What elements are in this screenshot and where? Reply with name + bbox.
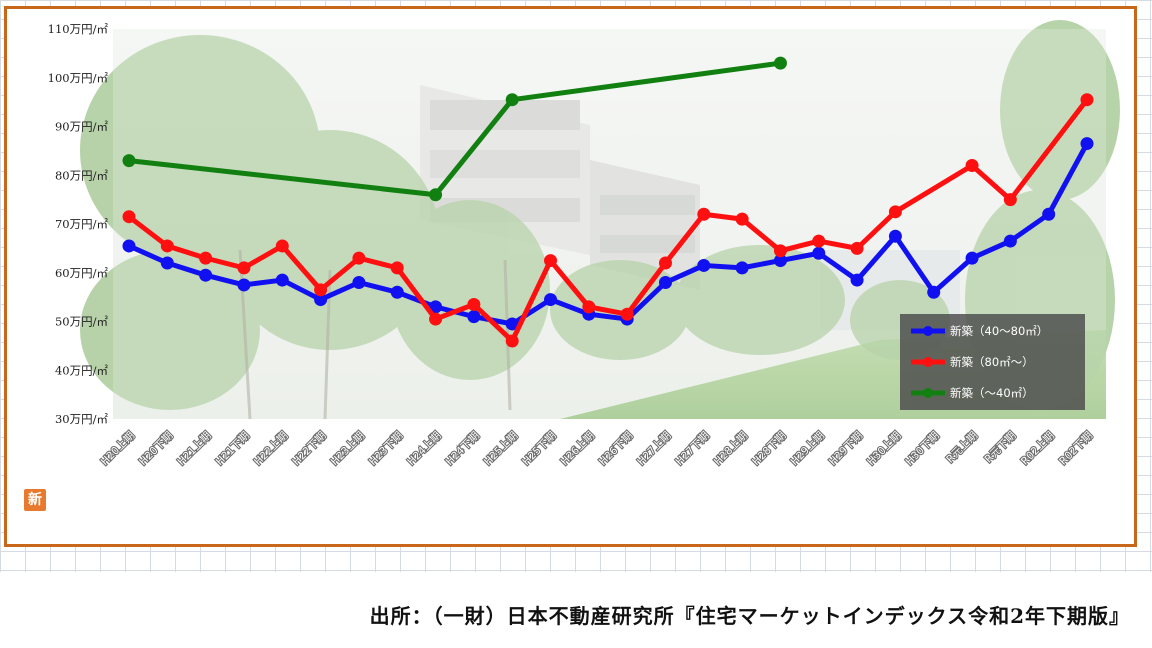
data-point bbox=[1003, 193, 1017, 207]
data-point bbox=[352, 276, 366, 289]
legend-label: 新築（～40㎡） bbox=[950, 386, 1034, 400]
data-point bbox=[160, 239, 174, 253]
data-point bbox=[314, 283, 328, 297]
x-axis: H20上期 H20下期 H21上期 H21下期 H22上期 H22下期 H23上期 H23下期… bbox=[96, 424, 1108, 500]
y-tick-label: 40万円/㎡ bbox=[55, 363, 109, 377]
data-point bbox=[237, 278, 251, 292]
y-tick-label: 80万円/㎡ bbox=[55, 168, 109, 182]
data-point bbox=[773, 254, 787, 268]
data-point bbox=[390, 285, 404, 299]
data-point bbox=[965, 159, 979, 172]
data-point bbox=[505, 334, 519, 348]
data-point bbox=[352, 251, 366, 265]
data-point bbox=[697, 207, 711, 221]
data-point bbox=[199, 268, 213, 282]
data-point bbox=[314, 293, 328, 307]
data-point bbox=[429, 300, 443, 314]
legend-marker bbox=[923, 357, 933, 367]
brand-logo-icon: 新 bbox=[24, 489, 46, 511]
data-point bbox=[620, 307, 634, 321]
data-point bbox=[505, 93, 519, 107]
data-point bbox=[429, 188, 443, 202]
data-point bbox=[658, 276, 672, 289]
series-1 bbox=[122, 93, 1094, 348]
data-point bbox=[237, 261, 251, 275]
data-point bbox=[122, 210, 136, 224]
y-tick-label: 50万円/㎡ bbox=[55, 315, 109, 329]
legend: 新築（40～80㎡） 新築（80㎡～） 新築（～40㎡） bbox=[900, 314, 1085, 410]
data-point bbox=[927, 285, 941, 299]
data-point bbox=[773, 244, 787, 258]
data-point bbox=[1042, 207, 1056, 221]
data-point bbox=[850, 241, 864, 255]
series-line bbox=[127, 98, 1089, 344]
y-tick-label: 30万円/㎡ bbox=[55, 412, 109, 426]
data-point bbox=[965, 251, 979, 265]
data-point bbox=[199, 251, 213, 265]
series-layer bbox=[122, 56, 1094, 348]
data-point bbox=[812, 234, 826, 248]
series-2 bbox=[122, 56, 787, 202]
y-tick-label: 90万円/㎡ bbox=[55, 120, 109, 134]
data-point bbox=[467, 297, 481, 311]
data-point bbox=[390, 261, 404, 275]
footer-band bbox=[0, 572, 1152, 648]
data-point bbox=[429, 312, 443, 326]
y-tick-label: 70万円/㎡ bbox=[55, 217, 109, 231]
data-point bbox=[773, 56, 787, 70]
legend-marker bbox=[923, 388, 933, 398]
data-point bbox=[160, 256, 174, 270]
plot-background-photo bbox=[80, 20, 1120, 420]
data-point bbox=[467, 310, 481, 324]
data-point bbox=[850, 273, 864, 287]
y-tick-label: 110万円/㎡ bbox=[48, 22, 109, 36]
y-axis: 30万円/㎡ 40万円/㎡ 50万円/㎡ 60万円/㎡ 70万円/㎡ 80万円/㎡ 90万円… bbox=[48, 22, 109, 426]
legend-label: 新築（80㎡～） bbox=[950, 355, 1034, 369]
data-point bbox=[582, 300, 596, 314]
data-point bbox=[544, 254, 558, 268]
data-point bbox=[658, 256, 672, 270]
data-point bbox=[122, 239, 136, 253]
data-point bbox=[888, 229, 902, 243]
data-point bbox=[544, 293, 558, 307]
data-point bbox=[275, 273, 289, 287]
source-citation: 出所：（一財）日本不動産研究所『住宅マーケットインデックス令和2年下期版』 bbox=[369, 604, 1130, 628]
series-0 bbox=[122, 137, 1094, 331]
data-point bbox=[697, 258, 711, 272]
data-point bbox=[735, 261, 749, 275]
legend-label: 新築（40～80㎡） bbox=[950, 324, 1048, 338]
y-tick-label: 100万円/㎡ bbox=[48, 71, 109, 85]
data-point bbox=[275, 239, 289, 253]
data-point bbox=[1080, 93, 1094, 107]
y-tick-label: 60万円/㎡ bbox=[55, 266, 109, 280]
series-line bbox=[128, 60, 781, 198]
data-point bbox=[122, 154, 136, 168]
data-point bbox=[1080, 137, 1094, 151]
data-point bbox=[505, 317, 519, 331]
data-point bbox=[1003, 234, 1017, 248]
x-axis-band bbox=[96, 424, 1108, 500]
series-line bbox=[127, 142, 1090, 327]
data-point bbox=[812, 246, 826, 260]
data-point bbox=[735, 212, 749, 226]
legend-marker bbox=[923, 326, 933, 336]
data-point bbox=[888, 205, 902, 219]
